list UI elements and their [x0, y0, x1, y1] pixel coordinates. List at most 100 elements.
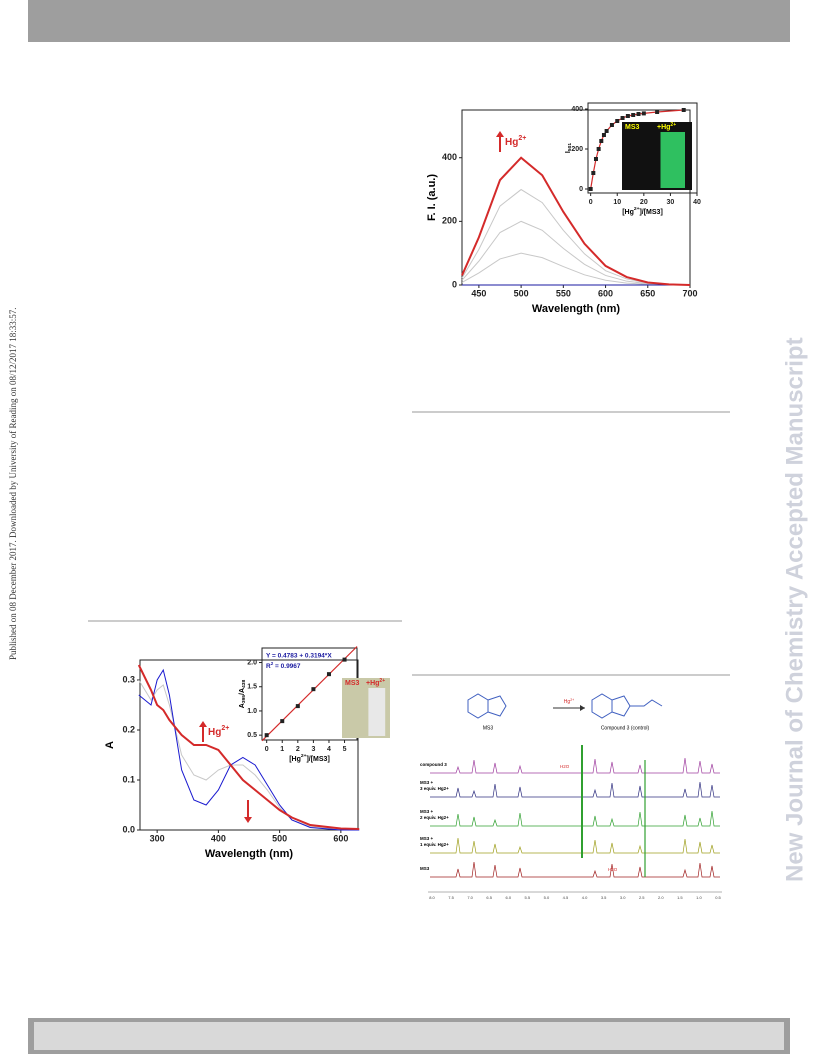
- photo-label: +Hg2+: [366, 678, 385, 687]
- trace-label: MS3 +: [420, 836, 434, 841]
- trace-label: 3 equiv. Hg2+: [420, 786, 449, 791]
- scheme-label: Compound 3 (control): [601, 725, 650, 731]
- x-tick-label: 0: [589, 199, 593, 206]
- photo-label: +Hg2+: [657, 122, 676, 131]
- header-bar: [28, 0, 790, 42]
- x-tick-label: 4: [327, 746, 331, 753]
- label-part: +Hg: [366, 680, 379, 687]
- y-tick-label: 400: [571, 106, 583, 113]
- label-part: 2+: [570, 698, 574, 702]
- point: [615, 119, 620, 123]
- equation: Y = 0.4783 + 0.3194*X: [266, 653, 332, 660]
- x-tick-label: 450: [471, 288, 486, 298]
- nmr-tick-label: 5.0: [544, 895, 550, 900]
- label-part: 2+: [634, 206, 640, 212]
- label: Hg2+: [208, 725, 229, 738]
- series-line: [137, 664, 360, 830]
- water-label: H2O: [608, 867, 618, 872]
- series-line: [461, 252, 690, 286]
- series-line: [461, 220, 691, 286]
- label-part: 395: [241, 695, 247, 703]
- y-axis-label: A: [104, 741, 116, 749]
- spectrum: [430, 781, 720, 798]
- spectrum: [430, 757, 720, 774]
- x-tick-label: 40: [693, 199, 701, 206]
- point: [593, 157, 598, 161]
- y-tick-label: 400: [442, 152, 457, 162]
- label-part: 2+: [221, 725, 229, 732]
- point: [264, 733, 269, 738]
- x-tick-label: 500: [272, 833, 287, 843]
- point: [631, 113, 636, 117]
- y-tick-label: 2.0: [247, 659, 257, 666]
- arrow-head: [580, 705, 585, 711]
- label-part: ]/[MS3]: [306, 756, 329, 763]
- point: [636, 112, 641, 116]
- nmr-tick-label: 8.0: [429, 895, 435, 900]
- label-part: A: [239, 703, 246, 708]
- photo-label: MS3: [625, 124, 640, 131]
- label-part: /A: [239, 688, 246, 695]
- label-part: Hg: [505, 137, 518, 148]
- point: [280, 719, 285, 724]
- series-line: [138, 668, 360, 831]
- nmr-tick-label: 3.5: [601, 895, 607, 900]
- x-tick-label: 3: [311, 746, 315, 753]
- arrow-head: [244, 817, 252, 823]
- nmr-tick-label: 3.0: [620, 895, 626, 900]
- point: [620, 116, 625, 120]
- point: [604, 129, 609, 133]
- point: [588, 187, 593, 191]
- point: [599, 139, 604, 143]
- water-label: H2O: [560, 764, 570, 769]
- point: [601, 133, 606, 137]
- y-axis-label: F. I. (a.u.): [426, 174, 438, 221]
- y-tick-label: 0.2: [122, 724, 135, 734]
- x-tick-label: 300: [150, 833, 165, 843]
- y-tick-label: 0.3: [122, 674, 135, 684]
- point: [625, 114, 630, 118]
- structure: [467, 693, 507, 719]
- x-axis-label: Wavelength (nm): [532, 303, 621, 315]
- point: [596, 147, 601, 151]
- trace-label: MS3: [420, 866, 430, 871]
- photo-label: MS3: [345, 680, 360, 687]
- nmr-tick-label: 0.5: [715, 895, 721, 900]
- vial: [368, 688, 386, 736]
- label-part: ]/[MS3]: [639, 209, 662, 216]
- label-part: 2+: [518, 135, 526, 142]
- x-tick-label: 0: [265, 746, 269, 753]
- nmr-tick-label: 1.5: [677, 895, 683, 900]
- x-tick-label: 400: [211, 833, 226, 843]
- y-tick-label: 0: [579, 186, 583, 193]
- point: [295, 704, 300, 709]
- label-part: Hg: [208, 727, 221, 738]
- x-tick-label: 30: [667, 199, 675, 206]
- spectrum: [430, 837, 720, 854]
- label-part: 2: [271, 661, 274, 666]
- nmr-tick-label: 6.5: [486, 895, 492, 900]
- y-tick-label: 0: [452, 279, 457, 289]
- y-tick-label: 1.5: [247, 684, 257, 691]
- arrow-head: [199, 721, 207, 727]
- label-part: I: [565, 151, 572, 153]
- arrow-head: [496, 131, 504, 137]
- x-tick-label: 700: [682, 288, 697, 298]
- label: I501: [565, 143, 573, 153]
- label-part: [Hg: [289, 756, 301, 763]
- label: A395/A438: [239, 680, 247, 709]
- trace-label: compound 3: [420, 762, 447, 767]
- label: R2 = 0.9967: [266, 661, 301, 670]
- label-part: [Hg: [622, 209, 634, 216]
- trace-label: MS3 +: [420, 809, 434, 814]
- label-part: 2+: [670, 122, 676, 128]
- y-tick-label: 0.1: [122, 774, 135, 784]
- label-part: R: [266, 663, 271, 670]
- nmr-tick-label: 4.0: [582, 895, 588, 900]
- x-axis-label: Wavelength (nm): [205, 848, 294, 860]
- label-part: Hg: [564, 699, 571, 705]
- series-line: [461, 156, 691, 286]
- x-tick-label: 500: [514, 288, 529, 298]
- x-tick-label: 650: [640, 288, 655, 298]
